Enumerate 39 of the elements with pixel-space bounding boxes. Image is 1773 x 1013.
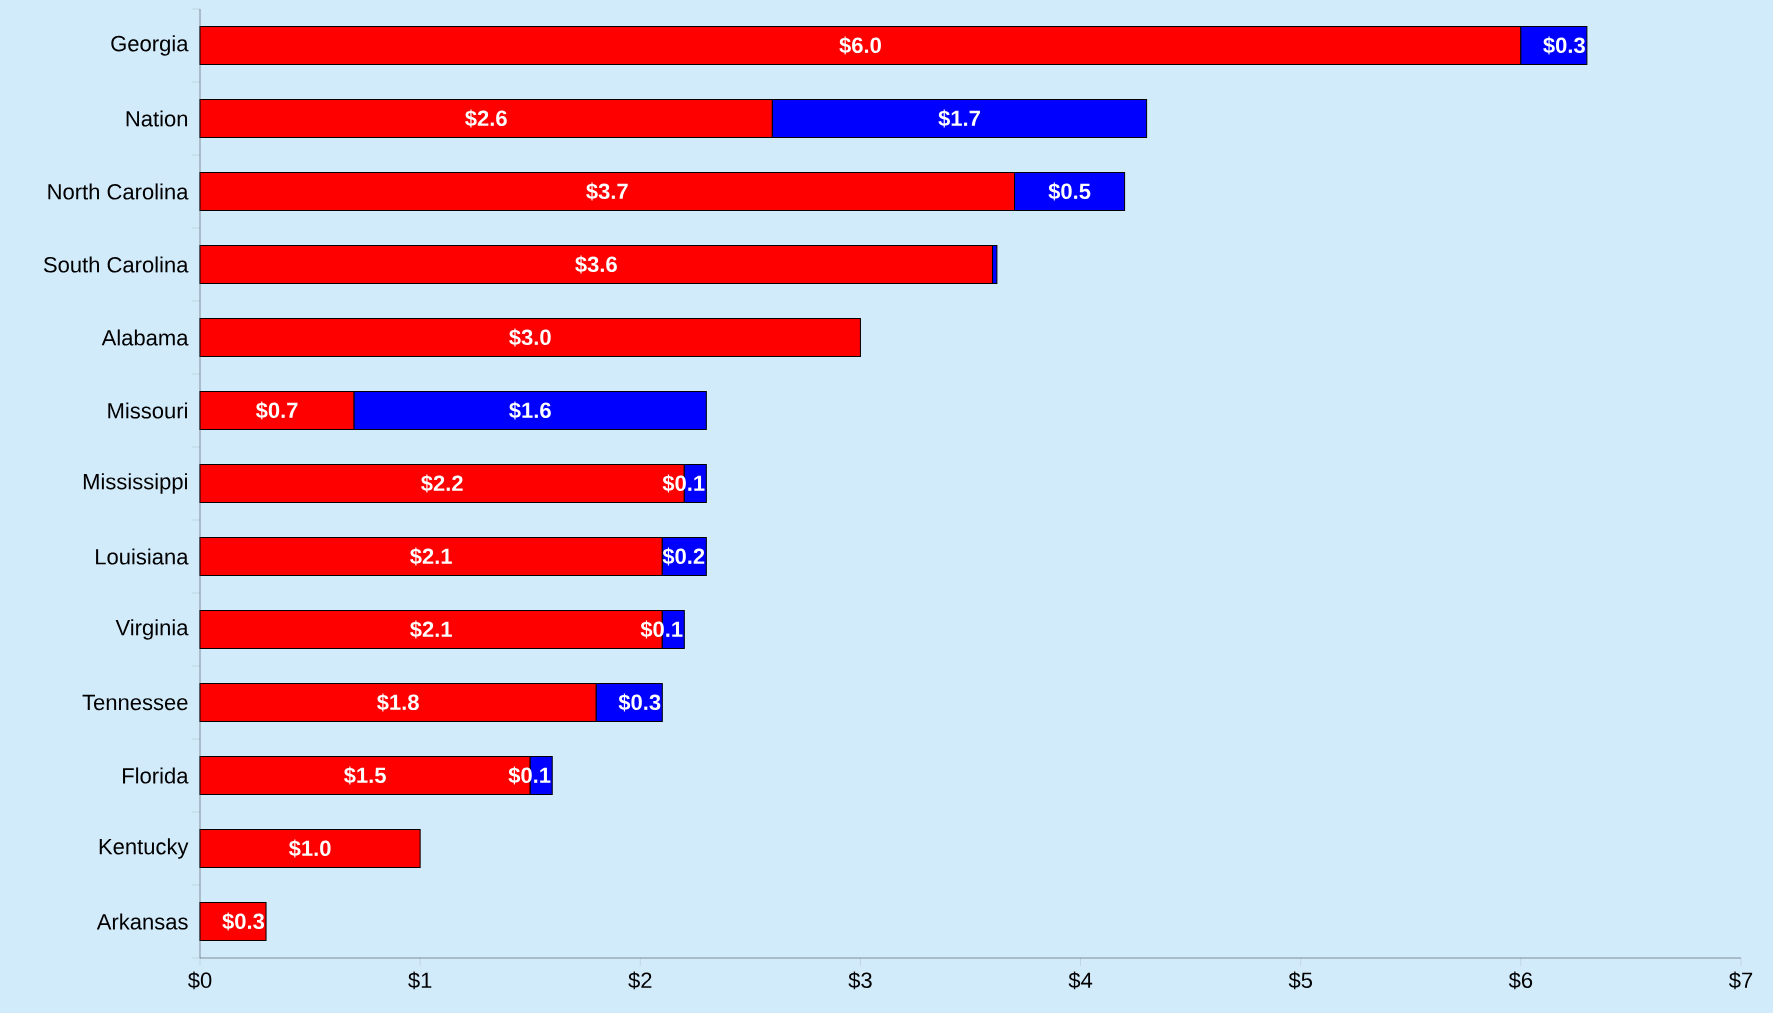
- data-label: $0.3: [1543, 36, 1585, 55]
- y-tick-label: Louisiana: [96, 548, 189, 565]
- data-label: $3.0: [509, 328, 551, 347]
- y-tick-label: Tennessee: [82, 694, 188, 711]
- y-tick-label: South Carolina: [43, 256, 189, 273]
- x-tick-label: $3: [848, 971, 872, 990]
- y-tick-label: Virginia: [115, 619, 189, 640]
- x-tick-label: $5: [1288, 971, 1313, 990]
- data-label: $3.6: [575, 255, 617, 274]
- y-tick-label: Alabama: [101, 329, 189, 346]
- data-label: $1.6: [509, 401, 551, 420]
- y-tick-label: Mississippi: [83, 473, 187, 494]
- data-label: $3.7: [586, 182, 628, 201]
- y-tick-label: Arkansas: [96, 913, 188, 930]
- data-label: $0.3: [222, 912, 265, 931]
- data-label: $2.1: [410, 620, 452, 639]
- x-tick-label: $1: [408, 971, 432, 990]
- y-tick-label: Florida: [123, 767, 189, 784]
- x-tick-label: $7: [1728, 971, 1753, 990]
- x-tick-label: $4: [1068, 971, 1093, 990]
- data-label: $1.5: [343, 766, 386, 785]
- y-tick-label: Missouri: [108, 402, 187, 419]
- data-label: $2.1: [410, 547, 452, 566]
- data-label: $1.8: [377, 693, 419, 712]
- x-tick-label: $0: [188, 971, 212, 990]
- x-tick-label: $6: [1508, 971, 1533, 990]
- data-label: $0.5: [1048, 182, 1091, 201]
- data-label: $2.6: [465, 109, 507, 128]
- x-tick-label: $2: [628, 971, 652, 990]
- data-label: $0.7: [255, 401, 298, 420]
- y-tick-label: Nation: [126, 110, 188, 127]
- data-label: $0.3: [618, 693, 661, 712]
- data-label: $1.0: [288, 839, 331, 858]
- data-label: $2.2: [421, 474, 463, 493]
- y-tick-label: Georgia: [111, 35, 189, 56]
- y-tick-label: North Carolina: [48, 183, 189, 200]
- data-label: $6.0: [839, 36, 881, 55]
- y-tick-label: Kentucky: [99, 838, 189, 859]
- data-label: $1.7: [938, 109, 980, 128]
